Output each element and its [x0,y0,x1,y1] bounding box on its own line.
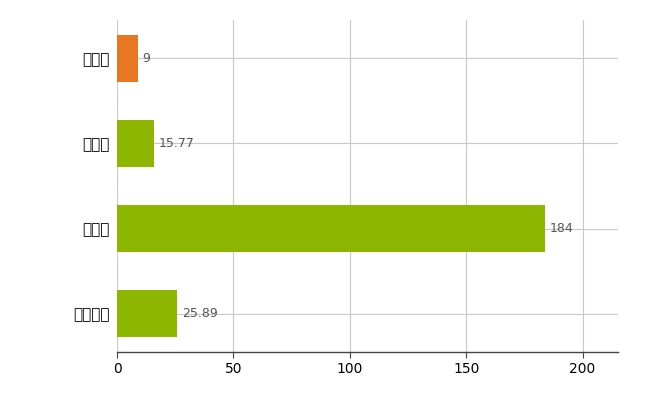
Text: 184: 184 [550,222,574,235]
Bar [117,120,153,167]
Text: 9: 9 [142,52,151,65]
Text: 15.77: 15.77 [159,137,194,150]
Bar [117,35,138,82]
Text: 25.89: 25.89 [182,307,218,320]
Bar [117,290,177,337]
Bar [117,205,545,252]
